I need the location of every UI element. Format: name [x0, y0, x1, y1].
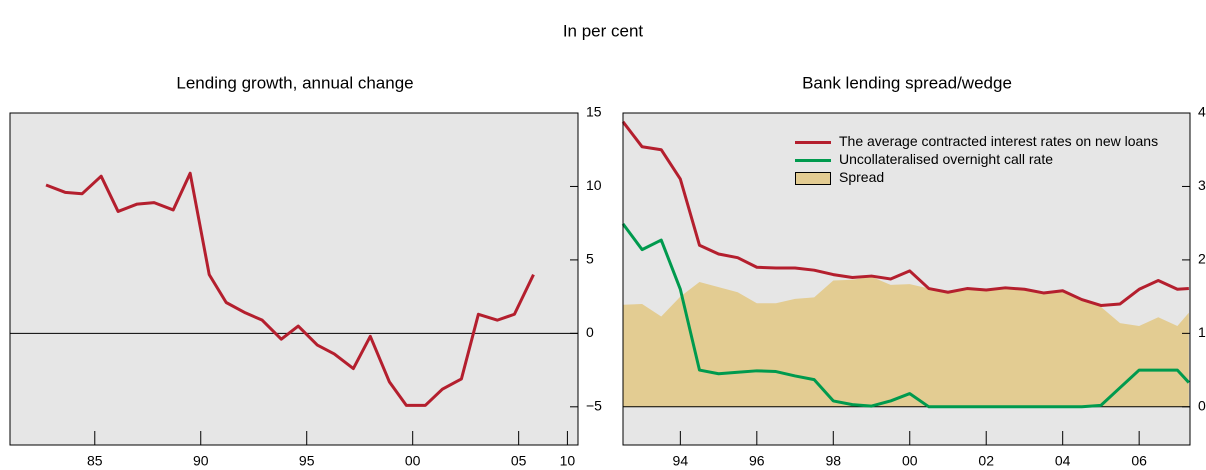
x-tick-label: 10	[560, 453, 576, 469]
legend-swatch	[795, 141, 831, 144]
y-tick-label: −5	[586, 398, 602, 414]
y-tick-label: 4	[1198, 104, 1206, 120]
line	[621, 223, 1190, 409]
line	[45, 171, 535, 407]
y-tick-label: 0	[586, 324, 594, 340]
plot-area	[10, 113, 578, 445]
y-tick-label: 3	[1198, 177, 1206, 193]
x-tick-label: 06	[1131, 453, 1147, 469]
x-tick-label: 02	[978, 453, 994, 469]
legend-label: The average contracted interest rates on…	[839, 133, 1159, 149]
x-tick-label: 00	[902, 453, 918, 469]
plot-border	[9, 112, 579, 446]
y-tick-label: 5	[586, 251, 594, 267]
x-tick-label: 98	[825, 453, 841, 469]
x-tick-label: 00	[405, 453, 421, 469]
y-tick-label: 1	[1198, 324, 1206, 340]
chart-title: Bank lending spread/wedge	[802, 73, 1012, 92]
x-tick-label: 04	[1055, 453, 1071, 469]
legend-item: The average contracted interest rates on…	[795, 133, 1158, 150]
line	[621, 120, 1189, 307]
x-tick-label: 90	[193, 453, 209, 469]
y-tick-label: 0	[1198, 398, 1206, 414]
x-tick-label: 96	[749, 453, 765, 469]
x-tick-label: 85	[87, 453, 103, 469]
legend-label: Spread	[839, 169, 885, 185]
legend-swatch	[795, 172, 831, 185]
area	[623, 276, 1189, 407]
x-tick-label: 94	[673, 453, 689, 469]
x-tick-label: 05	[511, 453, 527, 469]
y-tick-label: 10	[586, 177, 602, 193]
plot-border	[622, 112, 1191, 446]
page-title: In per cent	[563, 21, 644, 40]
chart-title: Lending growth, annual change	[176, 73, 413, 92]
legend: The average contracted interest rates on…	[795, 133, 1158, 187]
y-tick-label: 2	[1198, 251, 1206, 267]
legend-swatch	[795, 159, 831, 162]
y-tick-label: 15	[586, 104, 602, 120]
legend-item: Spread	[795, 169, 1158, 186]
legend-label: Uncollateralised overnight call rate	[839, 151, 1053, 167]
x-tick-label: 95	[299, 453, 315, 469]
legend-item: Uncollateralised overnight call rate	[795, 151, 1158, 168]
